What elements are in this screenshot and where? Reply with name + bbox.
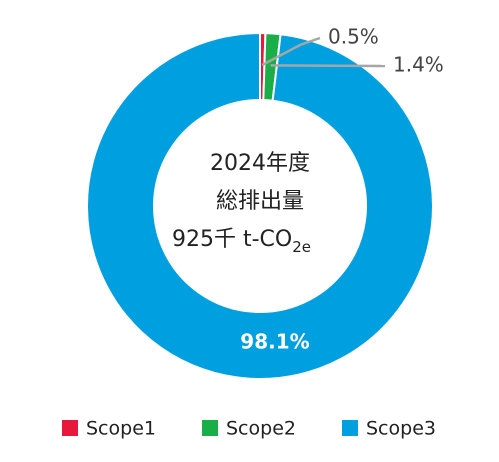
center-total-main: 925千 t-CO bbox=[172, 227, 292, 252]
donut-segment bbox=[86, 31, 434, 380]
data-label: 1.4% bbox=[393, 53, 444, 77]
center-total: 925千 t-CO2e bbox=[172, 227, 311, 256]
legend-label: Scope1 bbox=[86, 418, 156, 440]
legend-swatch bbox=[62, 420, 78, 436]
legend-swatch bbox=[202, 420, 218, 436]
legend-swatch bbox=[342, 420, 358, 436]
center-text: 2024年度 bbox=[210, 151, 310, 176]
data-label: 0.5% bbox=[328, 25, 379, 49]
data-label: 98.1% bbox=[240, 330, 309, 354]
legend-label: Scope2 bbox=[226, 418, 296, 440]
leader-line bbox=[261, 36, 321, 67]
legend-label: Scope3 bbox=[366, 418, 436, 440]
leader-line bbox=[270, 64, 386, 68]
center-text: 総排出量 bbox=[216, 189, 304, 214]
donut bbox=[86, 31, 434, 380]
center-total-sub: 2e bbox=[292, 238, 311, 256]
